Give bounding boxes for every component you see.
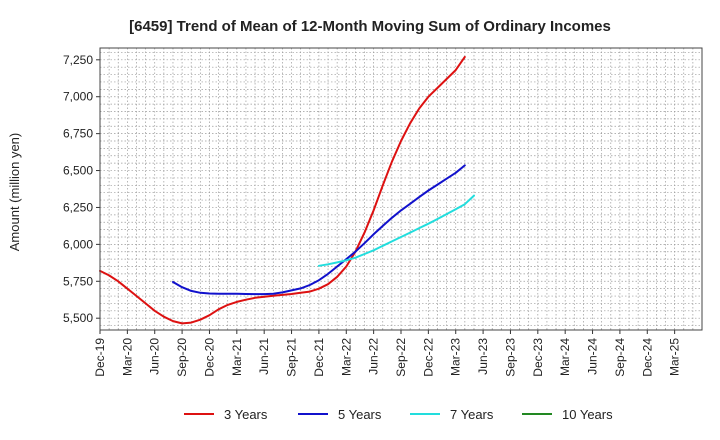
x-tick-label: Mar-25: [668, 338, 682, 376]
grid: [100, 48, 702, 330]
legend-label: 5 Years: [338, 407, 382, 422]
y-tick-label: 6,500: [63, 164, 93, 178]
y-tick-label: 6,250: [63, 200, 93, 214]
x-tick-label: Jun-22: [367, 338, 381, 375]
x-tick-label: Dec-22: [421, 338, 435, 377]
x-tick-label: Jun-24: [586, 338, 600, 375]
y-tick-label: 7,250: [63, 53, 93, 67]
y-axis-label: Amount (million yen): [7, 133, 22, 252]
x-tick-label: Mar-22: [339, 338, 353, 376]
x-tick-label: Sep-24: [613, 338, 627, 377]
x-tick-label: Dec-24: [640, 338, 654, 377]
legend-label: 3 Years: [224, 407, 268, 422]
series-line-3-years: [99, 55, 466, 325]
x-tick-label: Dec-21: [312, 338, 326, 377]
x-tick-label: Sep-20: [175, 338, 189, 377]
x-tick-label: Sep-21: [285, 338, 299, 377]
x-tick-label: Mar-20: [120, 338, 134, 376]
y-tick-label: 5,750: [63, 274, 93, 288]
y-tick-label: 5,500: [63, 311, 93, 325]
x-tick-label: Jun-23: [476, 338, 490, 375]
y-tick-label: 7,000: [63, 90, 93, 104]
chart-title: [6459] Trend of Mean of 12-Month Moving …: [129, 18, 611, 35]
x-tick-label: Dec-19: [93, 338, 107, 377]
axes: 5,500 5,750 6,000 6,250 6,500 6,750 7,000 7,250…: [63, 47, 703, 377]
legend: 3 Years 5 Years 7 Years 10 Years: [184, 407, 613, 422]
series-line-5-years: [172, 164, 466, 296]
x-tick-label: Mar-23: [449, 338, 463, 376]
legend-label: 7 Years: [450, 407, 494, 422]
x-tick-label: Dec-20: [202, 338, 216, 377]
y-tick-label: 6,750: [63, 127, 93, 141]
x-tick-label: Jun-21: [257, 338, 271, 375]
legend-label: 10 Years: [562, 407, 613, 422]
series-line-7-years: [317, 194, 475, 267]
x-tick-label: Mar-21: [230, 338, 244, 376]
plot-border: [99, 47, 703, 331]
x-tick-label: Sep-22: [394, 338, 408, 377]
y-tick-label: 6,000: [63, 237, 93, 251]
x-tick-label: Mar-24: [558, 338, 572, 376]
x-tick-label: Sep-23: [503, 338, 517, 377]
x-tick-label: Dec-23: [531, 338, 545, 377]
x-tick-label: Jun-20: [148, 338, 162, 375]
series-lines: [99, 55, 475, 325]
